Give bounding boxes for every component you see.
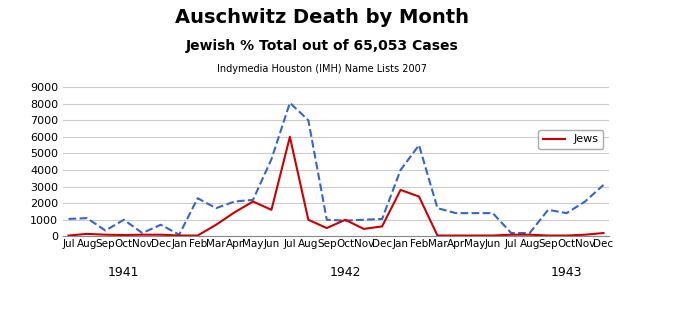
Jews <box>507 233 515 237</box>
Text: Indymedia Houston (IMH) Name Lists 2007: Indymedia Houston (IMH) Name Lists 2007 <box>217 64 427 74</box>
Text: 1942: 1942 <box>330 266 361 279</box>
Jews <box>360 227 368 231</box>
Jews <box>581 233 589 237</box>
Jews <box>433 234 442 237</box>
Jews <box>599 231 608 235</box>
Jews <box>248 200 257 203</box>
Jews <box>304 218 312 222</box>
Jews <box>175 234 183 237</box>
Jews <box>470 234 479 237</box>
Jews <box>489 234 497 237</box>
Jews <box>138 233 146 237</box>
Jews <box>120 233 128 237</box>
Text: Auschwitz Death by Month: Auschwitz Death by Month <box>175 8 469 27</box>
Jews <box>323 226 331 230</box>
Text: 1941: 1941 <box>108 266 139 279</box>
Text: 1943: 1943 <box>551 266 582 279</box>
Jews <box>544 234 552 237</box>
Jews <box>526 233 534 237</box>
Legend: Jews: Jews <box>538 130 603 149</box>
Jews <box>378 225 386 228</box>
Jews <box>452 234 460 237</box>
Jews <box>83 232 91 236</box>
Text: Jewish % Total out of 65,053 Cases: Jewish % Total out of 65,053 Cases <box>186 39 458 53</box>
Jews <box>415 195 424 198</box>
Jews <box>341 218 349 222</box>
Jews <box>157 233 165 237</box>
Jews <box>286 135 294 139</box>
Jews <box>267 208 276 212</box>
Jews <box>562 234 570 237</box>
Jews <box>102 233 110 237</box>
Jews <box>212 223 220 227</box>
Jews <box>193 234 202 237</box>
Jews <box>396 188 405 192</box>
Jews <box>230 211 239 214</box>
Line: Jews: Jews <box>69 137 603 235</box>
Jews <box>64 234 73 237</box>
